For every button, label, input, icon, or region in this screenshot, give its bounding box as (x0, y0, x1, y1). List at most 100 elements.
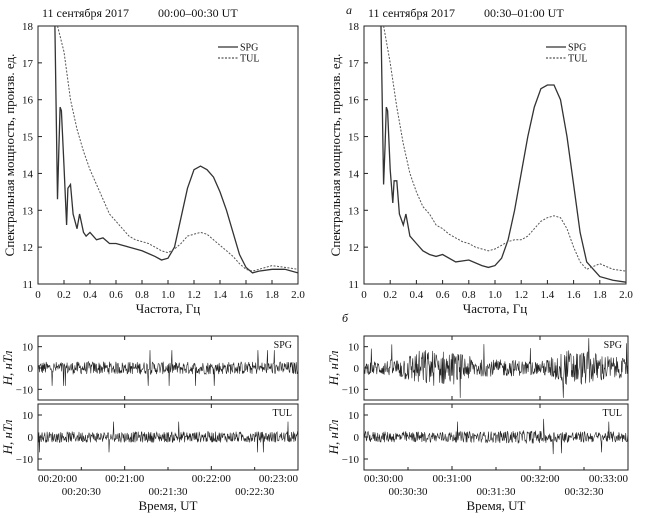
chart-interval: 00:00–00:30 UT (158, 6, 238, 20)
x-tick-label: 00:20:30 (62, 486, 102, 498)
x-axis-label: Время, UT (467, 498, 526, 513)
y-tick-label: 11 (348, 279, 359, 291)
legend-label-spg: SPG (240, 43, 258, 54)
y-axis-label: H, нТл (326, 350, 341, 386)
y-tick-label: 0 (354, 432, 360, 444)
y-axis-label: H, нТл (0, 419, 15, 455)
x-tick-label: 0.4 (410, 289, 424, 301)
y-tick-label: 12 (22, 242, 33, 254)
y-tick-label: 10 (348, 342, 360, 354)
y-tick-label: 0 (28, 363, 34, 375)
x-tick-label: 0.4 (83, 289, 97, 301)
x-tick-label: 00:31:30 (476, 486, 516, 498)
x-tick-label: 0.8 (135, 289, 149, 301)
x-tick-label: 0.2 (383, 289, 397, 301)
timeseries-spg-left: 10 0 −10H, нТл SPG (0, 335, 299, 401)
station-label: TUL (603, 408, 622, 419)
y-axis-label: H, нТл (326, 419, 341, 455)
x-tick-label: 00:32:00 (520, 473, 560, 485)
x-tick-label: 00:21:30 (148, 486, 188, 498)
x-axis-label: Время, UT (139, 498, 198, 513)
y-tick-label: 15 (22, 132, 34, 144)
x-tick-label: 1.6 (239, 289, 253, 301)
x-axis-label: Частота, Гц (463, 301, 527, 316)
x-axis-label: Частота, Гц (136, 301, 200, 316)
y-tick-label: 10 (22, 410, 34, 422)
y-axis-label: Спектральная мощность, произв. ед. (328, 54, 343, 257)
x-tick-label: 1.6 (567, 289, 581, 301)
station-label: SPG (604, 340, 622, 351)
plot-frame (37, 25, 299, 285)
x-tick-label: 00:22:00 (192, 473, 232, 485)
y-tick-label: 16 (348, 95, 360, 107)
x-tick-label: 1.8 (265, 289, 279, 301)
timeseries-tul-right: 10 0 −10H, нТл TUL 00:30:00 00:31:00 00:32:00 0… (326, 403, 629, 513)
signal-trace-spg (363, 338, 629, 398)
x-tick-label: 1.0 (161, 289, 175, 301)
y-tick-label: 13 (348, 205, 360, 217)
x-tick-label: 0.2 (57, 289, 71, 301)
y-tick-label: −10 (16, 454, 34, 466)
spectrum-chart-right: 0 0.2 0.4 0.6 0.8 1.0 1.2 1.4 1.6 1.8 2.0 11 12 13 14 1… (328, 6, 633, 316)
x-tick-label: 00:22:30 (235, 486, 275, 498)
y-tick-label: 17 (22, 58, 34, 70)
y-tick-label: 17 (348, 58, 360, 70)
y-tick-label: 14 (348, 168, 360, 180)
y-tick-label: −10 (16, 384, 34, 396)
y-tick-label: 15 (348, 132, 360, 144)
chart-date: 11 сентября 2017 (42, 6, 129, 20)
chart-interval: 00:30–01:00 UT (484, 6, 564, 20)
x-tick-label: 00:30:30 (388, 486, 428, 498)
x-tick-label: 1.2 (514, 289, 528, 301)
legend-label-spg: SPG (568, 43, 586, 54)
y-tick-label: 18 (348, 21, 360, 33)
signal-trace-tul (37, 421, 299, 453)
y-tick-label: 0 (354, 363, 360, 375)
chart-date: 11 сентября 2017 (368, 6, 455, 20)
y-tick-label: 16 (22, 95, 34, 107)
station-label: TUL (273, 408, 292, 419)
y-tick-label: 11 (22, 279, 33, 291)
x-tick-label: 00:31:00 (432, 473, 472, 485)
y-tick-label: 12 (348, 242, 359, 254)
y-tick-label: −10 (342, 454, 360, 466)
timeseries-spg-right: 10 0 −10H, нТл SPG (326, 335, 629, 401)
panel-label-b: б (342, 311, 349, 325)
x-tick-label: 00:30:00 (364, 473, 404, 485)
y-tick-label: −10 (342, 384, 360, 396)
signal-trace-spg (37, 350, 299, 386)
x-tick-label: 00:32:30 (564, 486, 604, 498)
y-tick-label: 14 (22, 168, 34, 180)
station-label: SPG (274, 340, 292, 351)
x-tick-label: 0.8 (462, 289, 476, 301)
panel-label-a: а (346, 3, 352, 17)
legend-label-tul: TUL (240, 54, 259, 65)
x-tick-label: 2.0 (619, 289, 633, 301)
x-tick-label: 0.6 (436, 289, 450, 301)
y-tick-label: 10 (348, 410, 360, 422)
series-line-tul (383, 26, 626, 272)
y-axis-label: H, нТл (0, 350, 15, 386)
x-tick-label: 1.4 (213, 289, 227, 301)
x-tick-label: 0.6 (109, 289, 123, 301)
y-tick-label: 10 (22, 342, 34, 354)
x-tick-label: 00:20:00 (38, 473, 78, 485)
x-tick-label: 1.0 (488, 289, 502, 301)
x-tick-label: 1.4 (541, 289, 555, 301)
x-tick-label: 1.8 (593, 289, 607, 301)
x-tick-label: 1.2 (187, 289, 201, 301)
x-tick-label: 00:33:00 (589, 473, 629, 485)
series-line-tul (57, 26, 298, 272)
legend-label-tul: TUL (568, 54, 587, 65)
y-axis-label: Спектральная мощность, произв. ед. (2, 54, 17, 257)
x-tick-label: 00:23:00 (259, 473, 299, 485)
series-line-spg (380, 26, 626, 283)
x-tick-label: 00:21:00 (105, 473, 145, 485)
y-tick-label: 0 (28, 432, 34, 444)
x-tick-label: 0 (35, 289, 41, 301)
signal-trace-tul (363, 418, 629, 455)
plot-frame (363, 25, 627, 285)
series-line-spg (54, 26, 298, 274)
